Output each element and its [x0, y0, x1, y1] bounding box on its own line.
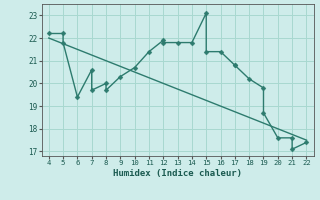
X-axis label: Humidex (Indice chaleur): Humidex (Indice chaleur) — [113, 169, 242, 178]
